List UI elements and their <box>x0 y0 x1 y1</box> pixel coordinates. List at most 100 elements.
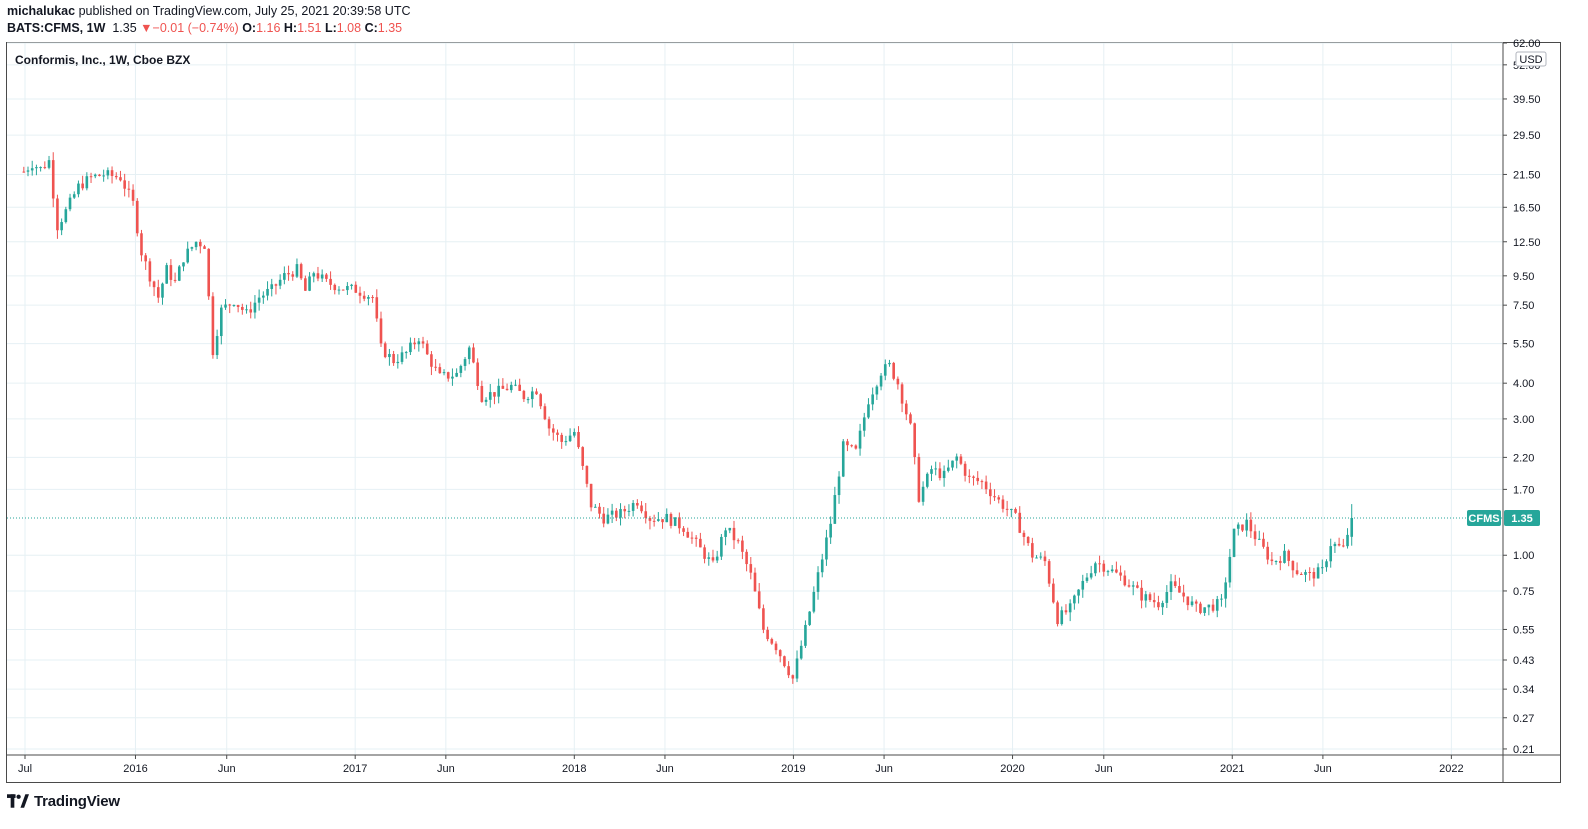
candle-body <box>753 572 757 592</box>
footer-brand[interactable]: TradingView <box>7 791 120 811</box>
currency-label: USD <box>1519 54 1542 66</box>
candle <box>253 295 257 319</box>
candle-body <box>203 246 206 249</box>
candle-body <box>678 517 681 529</box>
candle <box>329 271 332 290</box>
candle-body <box>1136 585 1139 588</box>
candle-body <box>657 519 660 521</box>
candle-body <box>741 540 744 552</box>
candle <box>1115 561 1118 574</box>
candle <box>182 262 185 272</box>
last-price-label: 1.35 <box>1511 513 1532 525</box>
candle-body <box>1077 589 1080 596</box>
candle-body <box>438 367 442 374</box>
candle-body <box>636 503 639 506</box>
candle <box>959 453 963 466</box>
candle <box>1014 507 1017 514</box>
candle-body <box>900 384 904 404</box>
high-label: H: <box>283 21 298 35</box>
candle <box>1010 508 1013 518</box>
candle-body <box>308 276 311 291</box>
x-tick-label: Jun <box>1095 763 1113 775</box>
candle <box>955 453 959 469</box>
candle <box>665 508 669 523</box>
candle <box>1211 598 1215 613</box>
candle <box>1325 559 1328 572</box>
candle <box>1064 604 1068 615</box>
x-tick-label: 2019 <box>781 763 805 775</box>
candle <box>862 412 866 437</box>
candle-body <box>1035 557 1038 559</box>
candle-body <box>1283 550 1286 563</box>
candle <box>774 641 778 655</box>
author-name[interactable]: michalukac <box>7 4 76 18</box>
candle-body <box>610 510 614 515</box>
candle-body <box>1232 528 1236 557</box>
candle-body <box>1220 598 1223 600</box>
candle <box>837 471 841 504</box>
candle-body <box>476 362 479 386</box>
candle <box>291 271 295 281</box>
y-tick-label: 29.50 <box>1513 130 1541 142</box>
candle <box>749 557 753 580</box>
candle <box>631 500 635 517</box>
candle-body <box>909 414 912 424</box>
candle-body <box>699 538 702 548</box>
candle <box>867 398 870 419</box>
candle <box>476 358 479 391</box>
candle-body <box>1308 571 1311 573</box>
candle <box>140 229 143 262</box>
candle-body <box>711 557 715 561</box>
candle <box>757 583 761 610</box>
candle <box>627 504 631 517</box>
candle <box>606 508 610 525</box>
candle <box>997 495 1001 504</box>
candle <box>909 412 912 425</box>
candle-body <box>245 309 248 311</box>
candle-body <box>119 177 122 181</box>
low-value: 1.08 <box>336 21 362 35</box>
candle <box>199 239 202 254</box>
candle <box>661 519 664 529</box>
candle <box>1144 590 1148 608</box>
currency-box[interactable]: USD <box>1515 51 1547 67</box>
candle <box>615 508 618 522</box>
candle-body <box>1253 531 1257 540</box>
candle-body <box>98 174 101 176</box>
candle-body <box>329 278 332 285</box>
candle-body <box>509 384 513 391</box>
candle-body <box>1257 538 1261 540</box>
candle-body <box>825 537 828 560</box>
candle-body <box>304 278 307 291</box>
candle <box>1018 506 1022 534</box>
candle-body <box>669 513 673 526</box>
candle <box>98 173 101 177</box>
candle-body <box>766 629 769 640</box>
candle <box>102 169 105 182</box>
candle <box>1043 550 1047 566</box>
candle-body <box>89 176 93 178</box>
candle-body <box>791 675 795 679</box>
candle-body <box>169 265 173 280</box>
candle-body <box>278 279 282 286</box>
candle-body <box>980 481 984 483</box>
candle <box>1262 532 1265 549</box>
candle <box>1232 528 1236 558</box>
candle <box>1060 606 1064 626</box>
candle-body <box>110 170 114 176</box>
candle <box>22 166 26 173</box>
candle-body <box>1203 607 1206 613</box>
candle-body <box>913 423 916 458</box>
candle <box>1316 563 1320 579</box>
candle-body <box>652 520 656 522</box>
candle-body <box>556 432 559 435</box>
candle <box>896 376 900 390</box>
candle-body <box>627 510 631 512</box>
candle-body <box>1052 583 1055 603</box>
candle <box>1094 561 1097 577</box>
candle <box>135 198 139 237</box>
candle-body <box>585 465 589 484</box>
candle-body <box>858 430 862 449</box>
candle <box>736 538 740 544</box>
